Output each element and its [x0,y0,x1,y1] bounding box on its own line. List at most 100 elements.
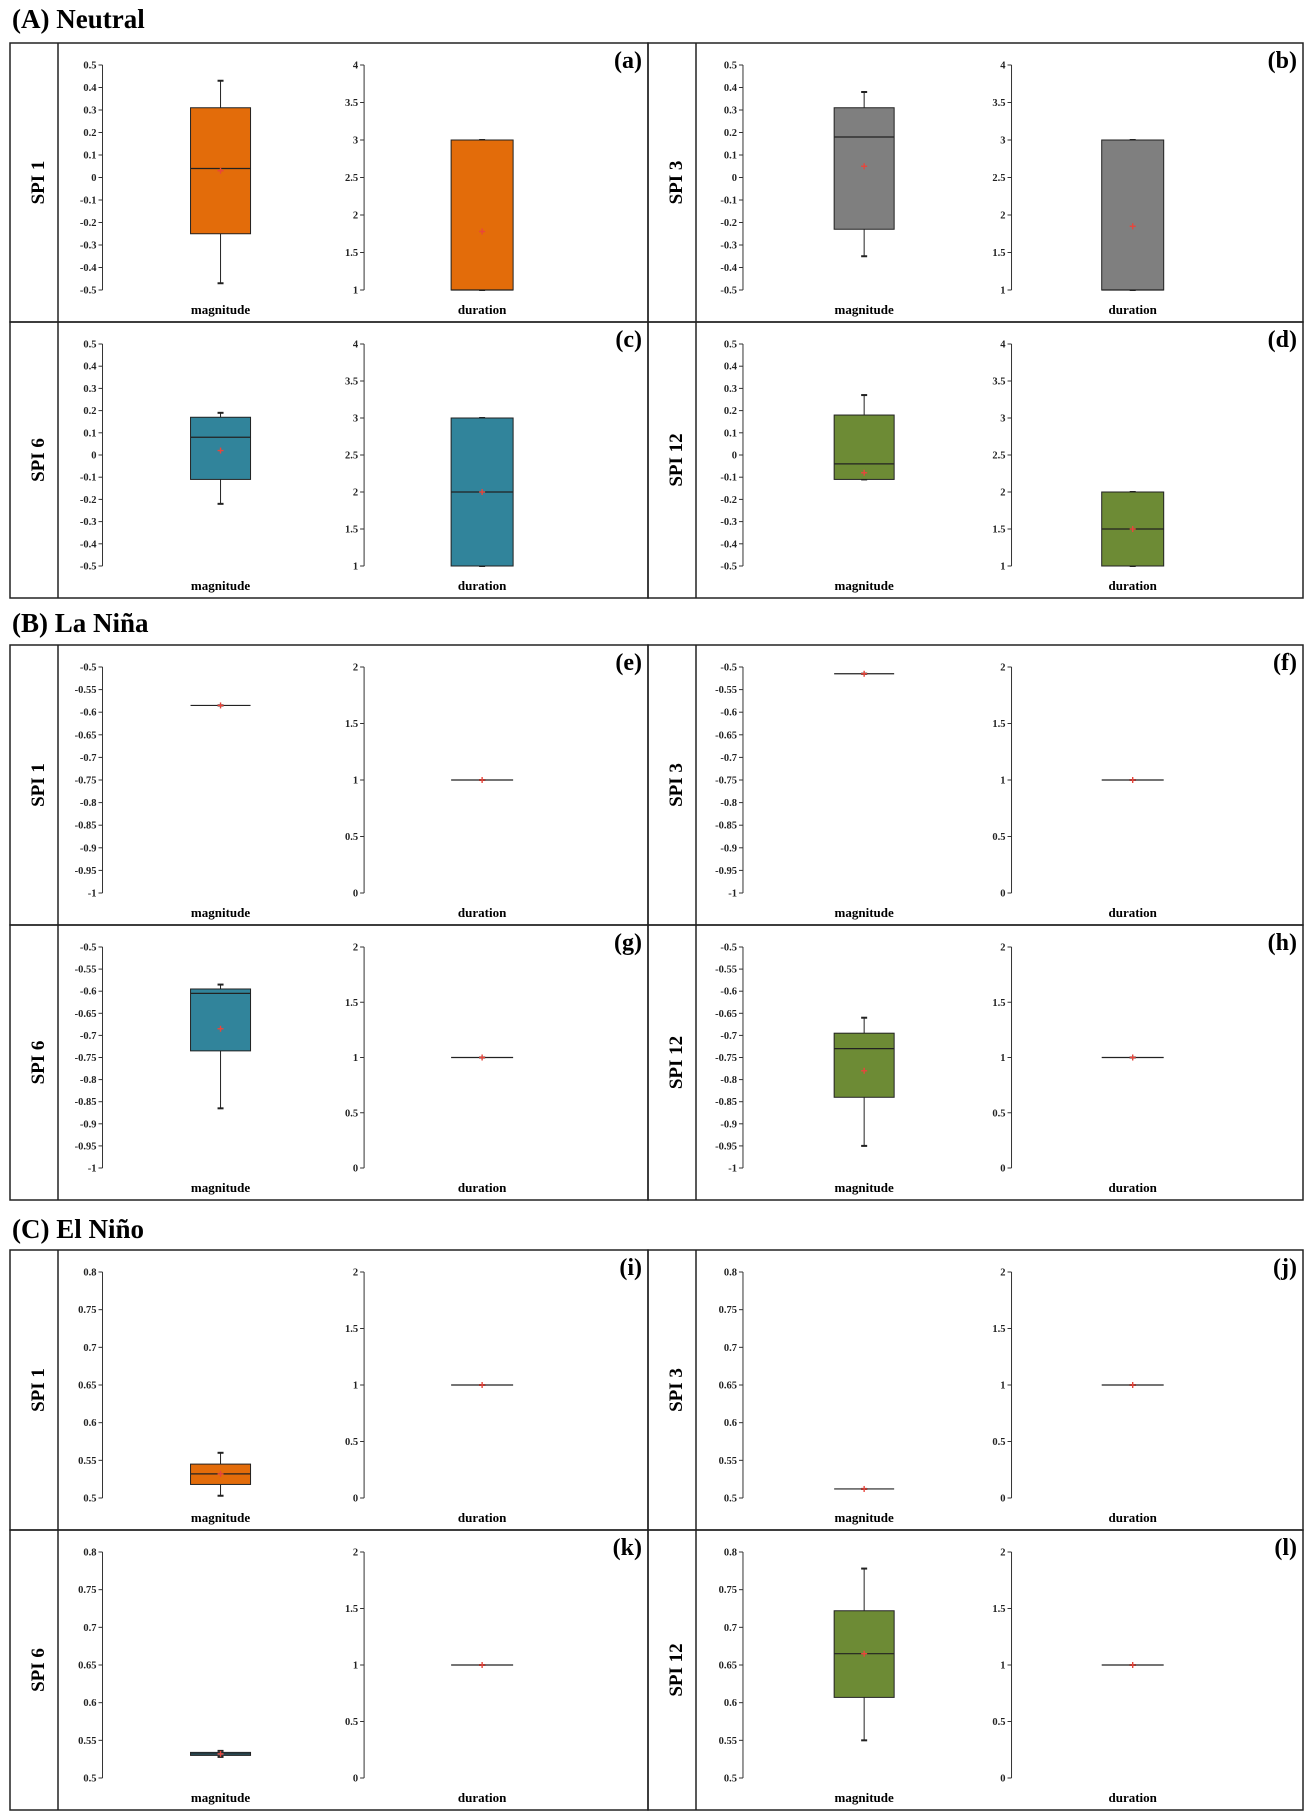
y-tick-label: 1 [353,286,358,297]
y-tick-label: 2.5 [992,451,1005,462]
y-tick-label: 2 [1000,663,1005,674]
y-tick-label: 0.7 [724,1623,737,1634]
y-tick-label: 0 [1000,1164,1005,1175]
y-tick-label: -0.55 [715,965,737,976]
y-tick-label: 0.7 [83,1623,96,1634]
y-tick-label: 0.5 [345,1108,358,1119]
spi-label: SPI 6 [28,438,49,482]
y-tick-label: -0.6 [80,708,97,719]
spi-label: SPI 1 [28,161,49,205]
x-category-label: magnitude [835,1180,894,1195]
y-tick-label: 0.5 [345,832,358,843]
y-tick-label: 0 [732,451,737,462]
panel-letter: (a) [614,48,642,74]
y-tick-label: -0.65 [715,1009,737,1020]
y-tick-label: 1.5 [345,998,358,1009]
panel-frame [647,1529,1304,1811]
panel-letter: (e) [615,650,642,676]
spi-label: SPI 6 [28,1648,49,1692]
y-tick-label: -0.1 [720,473,737,484]
y-tick-label: 3 [353,136,358,147]
y-tick-label: 1.5 [345,525,358,536]
duration-plot: 2 1.5 1 0.5 0 duration [992,1268,1164,1525]
y-tick-label: -0.2 [720,495,737,506]
y-tick-label: -0.65 [715,730,737,741]
y-tick-label: 4 [353,340,359,351]
y-tick-label: 0 [1000,1774,1005,1785]
spi-label: SPI 3 [666,1368,687,1412]
y-tick-label: 1.5 [992,1604,1005,1615]
y-tick-label: 0.3 [83,384,96,395]
spi-label: SPI 1 [28,1368,49,1412]
y-tick-label: 1 [1000,1053,1005,1064]
y-tick-label: -0.5 [80,562,97,573]
x-category-label: magnitude [191,578,250,593]
iqr-box [833,1032,895,1098]
y-tick-label: -0.4 [80,539,97,550]
y-tick-label: 0.5 [83,1494,96,1505]
x-category-label: duration [1108,905,1157,920]
panel-letter: (d) [1268,327,1297,353]
panel-frame [647,321,1304,599]
y-tick-label: 2.5 [345,451,358,462]
magnitude-plot: 0.5 0.4 0.3 0.2 0.1 0 -0.1 -0.2 -0.3 -0.4 -0.5 magn… [720,61,895,317]
spi-label: SPI 6 [28,1041,49,1085]
y-tick-label: 4 [1000,340,1006,351]
panel-frame [9,644,649,926]
y-tick-label: 3.5 [345,377,358,388]
duration-plot: 2 1.5 1 0.5 0 duration [345,1548,514,1805]
panel-letter: (l) [1274,1535,1297,1561]
y-tick-label: -0.55 [715,685,737,696]
y-tick-label: 3.5 [345,98,358,109]
x-category-label: magnitude [191,905,250,920]
y-tick-label: 1.5 [345,1324,358,1335]
magnitude-plot: 0.8 0.75 0.7 0.65 0.6 0.55 0.5 magnitude [719,1268,895,1525]
x-category-label: duration [1108,578,1157,593]
y-tick-label: 0.5 [724,61,737,72]
y-tick-label: 1.5 [345,248,358,259]
panel-h: SPI 12 (h) -0.5 -0.55 -0.6 -0.65 -0.7 -0.75 -0.8… [647,924,1304,1201]
y-tick-label: -0.9 [80,1119,97,1130]
y-tick-label: 2 [1000,488,1005,499]
magnitude-plot: -0.5 -0.55 -0.6 -0.65 -0.7 -0.75 -0.8 -0.85 -0.9… [75,663,251,920]
y-tick-label: 0.5 [724,1494,737,1505]
x-category-label: duration [1108,302,1157,317]
y-tick-label: -0.5 [720,562,737,573]
y-tick-label: 0.55 [719,1736,737,1747]
y-tick-label: -1 [728,889,737,900]
y-tick-label: -0.8 [720,1075,737,1086]
y-tick-label: 1.5 [992,719,1005,730]
y-tick-label: -0.4 [720,539,737,550]
y-tick-label: 1.5 [345,1604,358,1615]
y-tick-label: 1 [353,1053,358,1064]
y-tick-label: -0.7 [720,1031,737,1042]
y-tick-label: -0.5 [720,286,737,297]
panel-frame [9,924,649,1201]
panel-f: SPI 3(f)-0.5-0.55-0.6-0.65-0.7-0.75-0.8-… [647,644,1304,926]
y-tick-label: 0.65 [719,1381,737,1392]
y-tick-label: 0.5 [992,1108,1005,1119]
y-tick-label: 2 [353,1268,358,1279]
x-category-label: duration [1108,1510,1157,1525]
x-category-label: magnitude [835,302,894,317]
magnitude-plot: 0.8 0.75 0.7 0.65 0.6 0.55 0.5 magnitude [78,1268,252,1525]
y-tick-label: 2 [353,663,358,674]
y-tick-label: -0.7 [720,753,737,764]
y-tick-label: -0.65 [75,1009,97,1020]
duration-plot: 4 3.5 3 2.5 2 1.5 1 duration [992,340,1165,593]
y-tick-label: 0 [353,1164,358,1175]
y-tick-label: 0 [353,1494,358,1505]
panel-letter: (i) [619,1255,642,1281]
y-tick-label: 2 [1000,943,1005,954]
y-tick-label: 0.3 [724,106,737,117]
panel-a: SPI 1 (a) 0.5 0.4 0.3 0.2 0.1 0 -0.1 -0.2 -0.3 -0.4… [9,42,649,323]
x-category-label: duration [458,905,507,920]
y-tick-label: 0.65 [719,1661,737,1672]
y-tick-label: 0.5 [992,832,1005,843]
y-tick-label: -0.2 [720,218,737,229]
panel-j: SPI 3 (j) 0.8 0.75 0.7 0.65 0.6 0.55 0.5 magnitud… [647,1249,1304,1531]
panel-d: SPI 12 (d) 0.5 0.4 0.3 0.2 0.1 0 -0.1 -0.2 -0.3 -0.… [647,321,1304,599]
y-tick-label: -1 [88,1164,97,1175]
magnitude-plot: -0.5 -0.55 -0.6 -0.65 -0.7 -0.75 -0.8 -0.85 -0.9… [75,943,252,1195]
y-tick-label: 2.5 [345,173,358,184]
